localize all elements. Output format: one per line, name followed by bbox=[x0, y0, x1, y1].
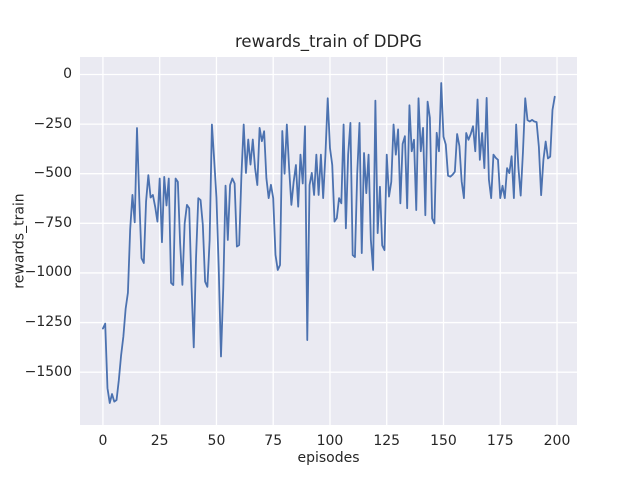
y-tick-label: −1250 bbox=[24, 314, 72, 331]
x-tick-label: 100 bbox=[316, 433, 344, 449]
y-tick-label: −750 bbox=[33, 214, 72, 231]
x-axis-label: episodes bbox=[297, 450, 360, 466]
chart-title: rewards_train of DDPG bbox=[235, 32, 422, 51]
y-tick-label: −250 bbox=[33, 115, 72, 132]
y-tick-label: −500 bbox=[33, 165, 72, 182]
plot-canvas bbox=[80, 57, 577, 425]
x-tick-label: 125 bbox=[373, 433, 401, 449]
reward-line-series bbox=[102, 82, 556, 404]
x-tick-label: 150 bbox=[430, 433, 457, 449]
x-tick-label: 25 bbox=[150, 433, 169, 449]
x-tick-label: 0 bbox=[98, 433, 108, 449]
y-tick-label: −1000 bbox=[24, 264, 72, 281]
y-tick-label: 0 bbox=[63, 65, 72, 82]
x-tick-label: 75 bbox=[264, 433, 283, 449]
y-tick-label: −1500 bbox=[24, 363, 72, 380]
plot-area bbox=[80, 57, 577, 425]
x-tick-label: 175 bbox=[486, 433, 514, 449]
x-tick-label: 50 bbox=[207, 433, 226, 449]
x-tick-label: 200 bbox=[543, 433, 571, 449]
